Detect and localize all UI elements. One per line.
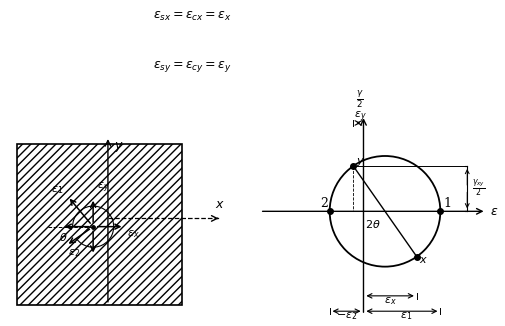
Text: $\theta$: $\theta$ xyxy=(59,230,67,243)
Text: $y$: $y$ xyxy=(357,156,365,168)
Text: 2: 2 xyxy=(321,197,328,210)
Text: $x$: $x$ xyxy=(419,255,428,265)
Text: 1: 1 xyxy=(443,197,451,210)
Text: $\varepsilon_1$: $\varepsilon_1$ xyxy=(52,184,64,196)
Text: $\varepsilon_y$: $\varepsilon_y$ xyxy=(354,110,366,124)
Text: $\varepsilon_{sy} = \varepsilon_{cy} = \varepsilon_y$: $\varepsilon_{sy} = \varepsilon_{cy} = \… xyxy=(153,59,231,74)
Text: $\varepsilon$: $\varepsilon$ xyxy=(489,205,498,218)
Polygon shape xyxy=(18,144,182,305)
Text: $2\theta$: $2\theta$ xyxy=(366,218,381,230)
Text: $y$: $y$ xyxy=(114,140,124,154)
Text: $\varepsilon_{sx} = \varepsilon_{cx} = \varepsilon_x$: $\varepsilon_{sx} = \varepsilon_{cx} = \… xyxy=(153,10,231,23)
Text: $x$: $x$ xyxy=(215,198,225,211)
Text: $\varepsilon_2$: $\varepsilon_2$ xyxy=(68,247,80,259)
Text: $\frac{\gamma_{xy}}{2}$: $\frac{\gamma_{xy}}{2}$ xyxy=(472,178,485,199)
Text: $\frac{\gamma}{2}$: $\frac{\gamma}{2}$ xyxy=(356,88,364,110)
Text: $\varepsilon_x$: $\varepsilon_x$ xyxy=(384,295,396,306)
Text: $\varepsilon_x$: $\varepsilon_x$ xyxy=(127,228,139,240)
Text: $\varepsilon_1$: $\varepsilon_1$ xyxy=(399,310,412,322)
Text: $\varepsilon_y$: $\varepsilon_y$ xyxy=(97,181,110,195)
Text: $-\varepsilon_2$: $-\varepsilon_2$ xyxy=(336,310,358,322)
